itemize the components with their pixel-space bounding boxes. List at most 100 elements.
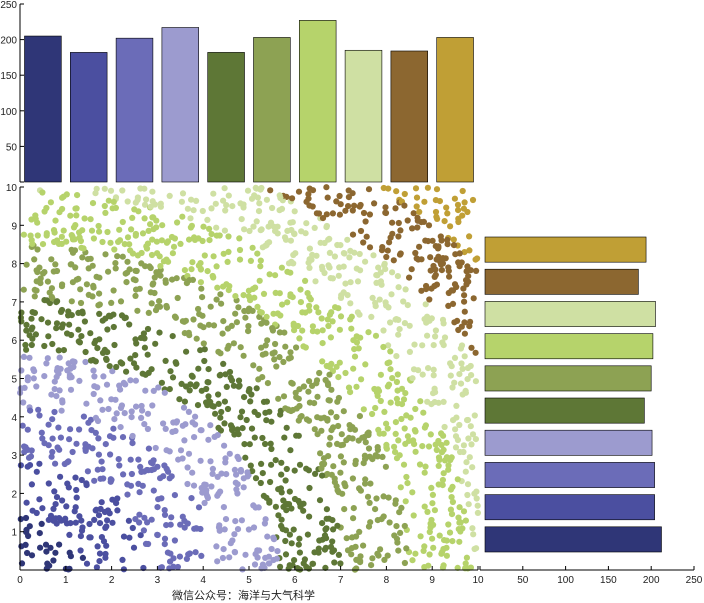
scatter-point [59, 205, 66, 213]
scatter-point [317, 450, 324, 457]
scatter-point [424, 313, 431, 320]
scatter-point [217, 291, 224, 298]
scatter-point [256, 200, 263, 207]
scatter-point [156, 329, 163, 336]
scatter-point [127, 377, 134, 384]
scatter-point [290, 526, 297, 533]
scatter-point [385, 185, 392, 192]
scatter-point [259, 470, 266, 477]
scatter-point [352, 460, 359, 468]
scatter-point [104, 228, 111, 236]
scatter-point [124, 258, 131, 265]
scatter-point [186, 387, 193, 394]
scatter-point [337, 294, 345, 301]
scatter-point [259, 561, 266, 568]
scatter-point [305, 467, 312, 474]
scatter-point [381, 556, 388, 564]
scatter-point [208, 205, 215, 212]
scatter-point [89, 293, 96, 300]
scatter-point [313, 304, 320, 311]
scatter-point [333, 413, 340, 421]
scatter-point [248, 425, 256, 432]
scatter-point [255, 376, 262, 383]
scatter-point [297, 414, 304, 421]
scatter-point [203, 487, 210, 494]
scatter-point [382, 463, 389, 470]
scatter-point [456, 504, 463, 511]
scatter-point [263, 313, 270, 320]
scatter-point [319, 520, 326, 527]
scatter-point [177, 521, 184, 528]
scatter-point [317, 239, 324, 246]
scatter-point [236, 256, 244, 263]
scatter-point [455, 326, 462, 334]
scatter-point [195, 504, 203, 511]
scatter-point [129, 440, 136, 447]
scatter-point [260, 290, 268, 297]
scatter-point [181, 267, 188, 274]
scatter-point [83, 482, 90, 489]
scatter-point [341, 250, 348, 257]
right-histogram-bar [484, 397, 645, 424]
scatter-point [28, 481, 35, 488]
scatter-point [29, 309, 36, 316]
scatter-point [386, 519, 393, 526]
scatter-point [360, 209, 368, 217]
scatter-point [184, 480, 191, 488]
scatter-point [272, 289, 279, 296]
top-histogram-bar [298, 20, 337, 183]
scatter-point [380, 493, 387, 500]
scatter-point [44, 355, 51, 362]
scatter-point [41, 440, 48, 447]
scatter-point [77, 286, 84, 293]
scatter-point [342, 369, 349, 377]
scatter-point [291, 208, 298, 215]
scatter-point [57, 434, 64, 441]
scatter-point [220, 546, 227, 553]
scatter-point [145, 540, 152, 548]
scatter-point [96, 558, 103, 565]
scatter-point [442, 255, 449, 262]
scatter-point [349, 475, 356, 482]
scatter-point [458, 342, 466, 349]
scatter-point [347, 279, 354, 286]
scatter-point [435, 437, 442, 445]
scatter-point [220, 250, 227, 257]
scatter-point [323, 211, 330, 218]
scatter-point [155, 384, 162, 391]
scatter-point [179, 318, 186, 325]
scatter-point [87, 255, 94, 262]
scatter-point [270, 223, 278, 230]
scatter-point [384, 425, 391, 432]
scatter-point [27, 407, 34, 414]
scatter-point [56, 387, 63, 394]
scatter-point [412, 405, 419, 413]
scatter-point [315, 210, 323, 217]
right-histogram-x-tick-label: 100 [557, 575, 574, 586]
scatter-point [214, 284, 221, 291]
scatter-point [264, 380, 271, 387]
scatter-point [141, 421, 148, 428]
scatter-point [393, 188, 400, 195]
scatter-point [201, 252, 208, 259]
scatter-point [90, 367, 97, 374]
scatter-point [241, 226, 248, 233]
top-histogram-bar [344, 49, 383, 183]
scatter-point [417, 533, 424, 540]
scatter-point [421, 543, 428, 550]
scatter-point [63, 503, 70, 510]
scatter-y-tick-label: 5 [11, 375, 17, 386]
scatter-point [344, 547, 352, 554]
scatter-point [401, 559, 408, 567]
scatter-point [55, 424, 62, 431]
scatter-point [366, 244, 374, 251]
scatter-point [421, 198, 428, 205]
scatter-point [155, 496, 162, 503]
scatter-point [429, 535, 436, 542]
scatter-point [360, 406, 367, 413]
scatter-point [113, 363, 120, 371]
scatter-point [453, 402, 460, 409]
scatter-point [448, 287, 455, 294]
scatter-point [438, 237, 445, 244]
scatter-point [197, 260, 204, 267]
